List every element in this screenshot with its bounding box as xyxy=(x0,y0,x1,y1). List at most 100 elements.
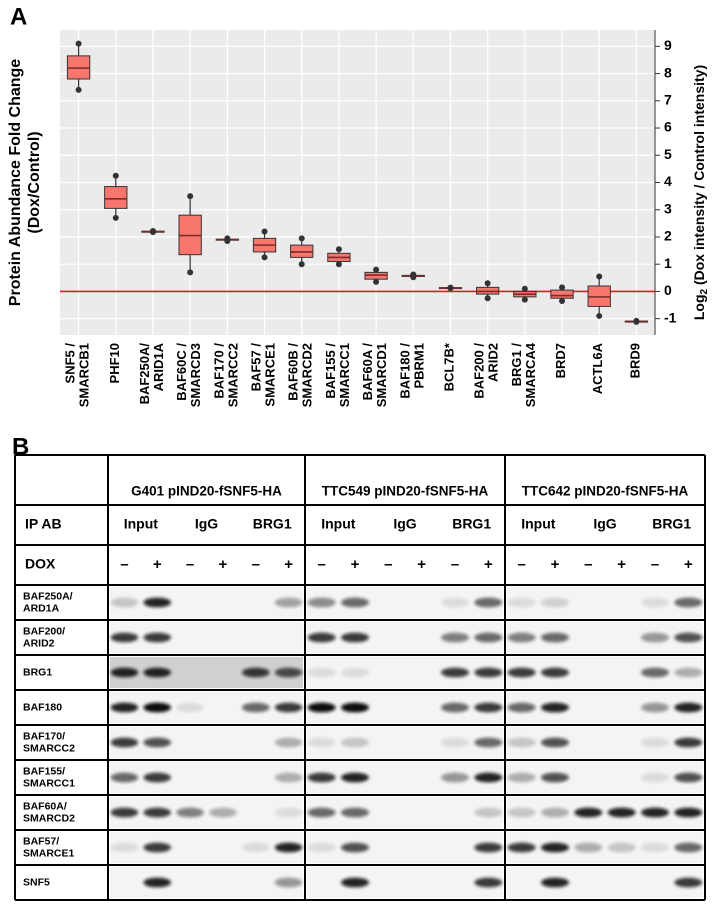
blot-band xyxy=(674,632,703,643)
whisker-end xyxy=(335,261,342,268)
protein-label-line: SMARCC1 xyxy=(23,777,75,789)
whisker-end xyxy=(447,284,454,291)
dox-sign: – xyxy=(317,556,325,573)
x-tick-label: BRD9 xyxy=(628,343,643,378)
blot-background xyxy=(110,657,303,688)
blot-band xyxy=(474,842,503,853)
protein-label-line: SMARCC2 xyxy=(23,742,75,754)
blot-band xyxy=(274,702,303,713)
x-tick-label-line: BRD9 xyxy=(628,343,643,378)
blot-background xyxy=(307,727,503,758)
blot-band xyxy=(110,772,139,783)
blot-band xyxy=(274,597,303,608)
protein-label: BAF180 xyxy=(23,701,62,713)
protein-label: BRG1 xyxy=(23,666,52,678)
whisker-end xyxy=(224,235,231,242)
blot-band xyxy=(209,807,237,818)
blot-band xyxy=(541,632,569,643)
whisker-end xyxy=(298,261,305,268)
blot-background xyxy=(307,657,503,688)
x-tick-label: BAF57 /SMARCE1 xyxy=(249,343,278,407)
dox-sign: + xyxy=(684,556,693,573)
x-tick-label-line: SMARCD2 xyxy=(300,343,315,407)
dox-sign: + xyxy=(417,556,426,573)
blot-band xyxy=(674,807,703,818)
label-part: (Dox intensity / Control intensity) xyxy=(691,65,707,289)
blot-band xyxy=(110,632,139,643)
x-tick-label-line: BAF60C / xyxy=(175,343,190,401)
x-tick-label-line: PBRM1 xyxy=(412,343,427,389)
blot-band xyxy=(474,737,503,748)
blot-background xyxy=(110,692,303,723)
blot-band xyxy=(574,807,603,818)
ip-antibody-label: Input xyxy=(124,516,159,532)
protein-label: SNF5 xyxy=(23,876,50,888)
y-tick-label: 4 xyxy=(664,173,672,189)
whisker-end xyxy=(187,193,194,200)
blot-band xyxy=(110,702,139,713)
whisker-end xyxy=(559,297,566,304)
y-axis-title-right: Log2 (Dox intensity / Control intensity) xyxy=(691,65,710,320)
y-tick-label: 9 xyxy=(664,37,672,53)
x-tick-label: BCL7B* xyxy=(442,342,457,391)
whisker-end xyxy=(75,86,82,93)
blot-band xyxy=(441,597,469,608)
x-tick-label: BAF60B /SMARCD2 xyxy=(286,343,315,408)
blot-background xyxy=(307,692,503,723)
whisker-end xyxy=(335,246,342,253)
protein-label: BAF200/ARID2 xyxy=(23,625,65,649)
blot-background xyxy=(307,587,503,618)
protein-label: BAF170/SMARCC2 xyxy=(23,730,75,754)
whisker-end xyxy=(410,271,417,278)
blot-band xyxy=(674,737,703,748)
whisker-end xyxy=(112,172,119,179)
blot-band xyxy=(341,667,369,678)
x-tick-label-line: BAF155 / xyxy=(323,343,338,399)
y-tick-label: 7 xyxy=(664,92,672,108)
blot-band xyxy=(274,807,303,818)
dox-sign: + xyxy=(484,556,493,573)
x-tick-label: ACTL6A xyxy=(591,342,606,394)
ip-antibody-label: BRG1 xyxy=(452,516,491,532)
x-tick-label: BRG1 /SMARCA4 xyxy=(509,342,538,407)
blot-band xyxy=(674,842,703,853)
x-tick-label-line: SMARCA4 xyxy=(523,342,538,407)
blot-band xyxy=(341,632,369,643)
blot-band xyxy=(307,842,336,853)
x-tick-label-line: PHF10 xyxy=(107,343,122,383)
blot-background xyxy=(110,867,303,898)
blot-band xyxy=(441,702,469,713)
protein-label: BAF250A/ARD1A xyxy=(23,590,73,614)
dox-sign: + xyxy=(351,556,360,573)
blot-band xyxy=(307,702,336,713)
label-part: Log xyxy=(691,294,707,320)
blot-band xyxy=(307,772,336,783)
blot-band xyxy=(541,737,569,748)
dox-sign: – xyxy=(252,556,260,573)
blot-band xyxy=(541,842,569,853)
x-tick-label-line: SMARCC1 xyxy=(337,343,352,407)
dox-sign: – xyxy=(651,556,659,573)
blot-band xyxy=(507,737,536,748)
x-tick-label-line: BAF57 / xyxy=(249,343,264,392)
ip-antibody-label: IgG xyxy=(593,516,616,532)
protein-label: BAF155/SMARCC1 xyxy=(23,765,75,789)
x-tick-label: BAF155 /SMARCC1 xyxy=(323,343,352,408)
ip-antibody-label: Input xyxy=(521,516,556,532)
blot-band xyxy=(507,807,536,818)
blot-background xyxy=(110,797,303,828)
blot-band xyxy=(641,772,669,783)
protein-label-line: BAF180 xyxy=(23,701,62,713)
blot-band xyxy=(474,807,503,818)
blot-band xyxy=(541,702,569,713)
blot-band xyxy=(307,737,336,748)
blot-band xyxy=(110,667,139,678)
blot-band xyxy=(274,877,303,888)
protein-label-line: BAF57/ xyxy=(23,835,59,847)
y-tick-label: 8 xyxy=(664,64,672,80)
blot-band xyxy=(307,807,336,818)
blot-band xyxy=(176,702,204,713)
protein-label: BAF57/SMARCE1 xyxy=(23,835,75,859)
protein-label-line: BAF250A/ xyxy=(23,590,73,602)
blot-band xyxy=(541,772,569,783)
